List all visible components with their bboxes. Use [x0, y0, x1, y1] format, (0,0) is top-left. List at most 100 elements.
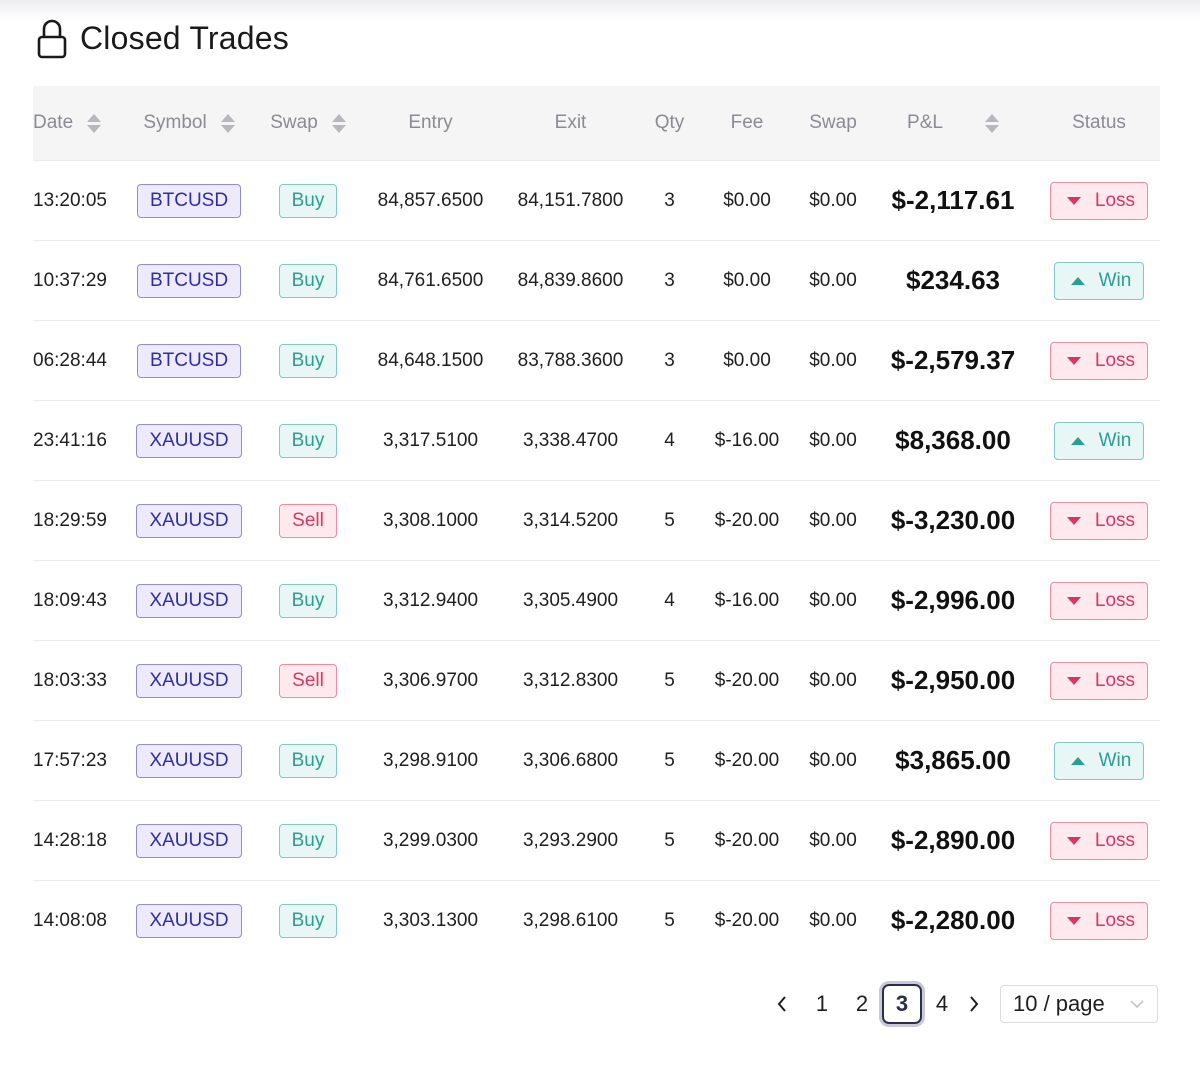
table-row[interactable]: 06:28:44 BTCUSD Buy 84,648.1500 83,788.3600 3…	[33, 320, 1160, 401]
prev-page-button[interactable]	[770, 982, 794, 1026]
status-badge: Win	[1053, 421, 1145, 460]
cell-symbol: XAUUSD	[125, 640, 253, 721]
page-1-button[interactable]: 1	[815, 991, 829, 1016]
pnl-value: $-2,579.37	[890, 345, 1016, 375]
cell-pnl: $-2,996.00	[868, 560, 1038, 641]
chevron-left-icon	[777, 996, 786, 1012]
pnl-value: $-2,996.00	[890, 585, 1016, 615]
cell-pnl: $-2,280.00	[868, 880, 1038, 958]
cell-date: 18:03:33	[33, 640, 125, 721]
column-header-pnl[interactable]: P&L	[868, 86, 1038, 161]
page-size-value: 10 / page	[1013, 991, 1105, 1016]
cell-swap: $0.00	[798, 160, 868, 241]
table-row[interactable]: 18:09:43 XAUUSD Buy 3,312.9400 3,305.4900 4 $-…	[33, 560, 1160, 641]
cell-symbol: XAUUSD	[125, 400, 253, 481]
page-3-button[interactable]: 3	[882, 984, 922, 1024]
column-header-symbol[interactable]: Symbol	[125, 86, 253, 161]
cell-swap: $0.00	[798, 880, 868, 958]
cell-qty: 5	[643, 720, 696, 801]
caret-down-icon	[1066, 836, 1081, 845]
side-tag: Buy	[278, 823, 338, 858]
status-label: Win	[1098, 749, 1132, 771]
sort-icon[interactable]	[984, 113, 999, 133]
cell-symbol: BTCUSD	[125, 320, 253, 401]
cell-date: 10:37:29	[33, 240, 125, 321]
cell-swap: $0.00	[798, 320, 868, 401]
cell-status: Win	[1038, 240, 1160, 321]
status-label: Loss	[1094, 909, 1136, 931]
next-page-button[interactable]	[962, 982, 986, 1026]
cell-swap: $0.00	[798, 400, 868, 481]
cell-pnl: $-2,579.37	[868, 320, 1038, 401]
cell-qty: 3	[643, 320, 696, 401]
cell-entry: 3,306.9700	[363, 640, 498, 721]
page-size-select[interactable]: 10 / page	[1000, 985, 1158, 1023]
cell-entry: 3,317.5100	[363, 400, 498, 481]
cell-exit: 83,788.3600	[498, 320, 643, 401]
cell-date: 18:29:59	[33, 480, 125, 561]
sort-icon[interactable]	[87, 113, 102, 133]
table-row[interactable]: 18:29:59 XAUUSD Sell 3,308.1000 3,314.5200 5 $…	[33, 480, 1160, 561]
column-header-swap: Swap	[798, 86, 868, 161]
pnl-value: $-3,230.00	[890, 505, 1016, 535]
page-2-button[interactable]: 2	[855, 991, 869, 1016]
cell-exit: 3,314.5200	[498, 480, 643, 561]
cell-date: 18:09:43	[33, 560, 125, 641]
caret-down-icon	[1066, 676, 1081, 685]
trades-table-container[interactable]: Date Symbol Swap Entry Exit Qty Fee Swap	[33, 86, 1160, 958]
table-row[interactable]: 23:41:16 XAUUSD Buy 3,317.5100 3,338.4700 4 $-…	[33, 400, 1160, 481]
cell-side: Buy	[253, 880, 363, 958]
column-header-qty: Qty	[643, 86, 696, 161]
table-row[interactable]: 17:57:23 XAUUSD Buy 3,298.9100 3,306.6800 5 $-…	[33, 720, 1160, 801]
status-label: Loss	[1094, 589, 1136, 611]
top-shadow	[0, 0, 1200, 22]
status-label: Loss	[1094, 189, 1136, 211]
table-row[interactable]: 14:28:18 XAUUSD Buy 3,299.0300 3,293.2900 5 $-…	[33, 800, 1160, 881]
page-4-button[interactable]: 4	[935, 991, 949, 1016]
cell-status: Loss	[1038, 320, 1160, 401]
cell-fee: $0.00	[696, 240, 798, 321]
cell-entry: 84,761.6500	[363, 240, 498, 321]
cell-date: 23:41:16	[33, 400, 125, 481]
table-row[interactable]: 10:37:29 BTCUSD Buy 84,761.6500 84,839.8600 3…	[33, 240, 1160, 321]
cell-date: 06:28:44	[33, 320, 125, 401]
cell-date: 13:20:05	[33, 160, 125, 241]
sort-icon[interactable]	[220, 113, 235, 133]
cell-qty: 5	[643, 480, 696, 561]
table-row[interactable]: 18:03:33 XAUUSD Sell 3,306.9700 3,312.8300 5 $…	[33, 640, 1160, 721]
cell-qty: 3	[643, 160, 696, 241]
caret-up-icon	[1070, 436, 1085, 445]
cell-pnl: $234.63	[868, 240, 1038, 321]
side-tag: Sell	[279, 663, 337, 698]
cell-symbol: XAUUSD	[125, 720, 253, 801]
cell-fee: $0.00	[696, 160, 798, 241]
pnl-value: $8,368.00	[895, 425, 1011, 455]
cell-side: Sell	[253, 640, 363, 721]
column-header-date[interactable]: Date	[33, 86, 125, 161]
cell-status: Loss	[1038, 560, 1160, 641]
cell-qty: 3	[643, 240, 696, 321]
sort-icon[interactable]	[331, 113, 346, 133]
cell-status: Loss	[1038, 800, 1160, 881]
symbol-tag: XAUUSD	[136, 663, 242, 698]
cell-date: 14:28:18	[33, 800, 125, 881]
side-tag: Sell	[279, 503, 337, 538]
cell-swap: $0.00	[798, 240, 868, 321]
symbol-tag: BTCUSD	[136, 343, 242, 378]
pnl-value: $3,865.00	[895, 745, 1011, 775]
status-badge: Loss	[1049, 821, 1149, 860]
cell-swap: $0.00	[798, 640, 868, 721]
cell-fee: $-16.00	[696, 560, 798, 641]
table-row[interactable]: 14:08:08 XAUUSD Buy 3,303.1300 3,298.6100 5 $-…	[33, 880, 1160, 958]
status-badge: Loss	[1049, 901, 1149, 940]
cell-pnl: $-2,950.00	[868, 640, 1038, 721]
cell-fee: $-20.00	[696, 640, 798, 721]
trades-table: Date Symbol Swap Entry Exit Qty Fee Swap	[33, 86, 1160, 958]
table-body: 13:20:05 BTCUSD Buy 84,857.6500 84,151.7800 3…	[33, 160, 1160, 958]
symbol-tag: XAUUSD	[136, 583, 242, 618]
symbol-tag: BTCUSD	[136, 263, 242, 298]
cell-status: Loss	[1038, 880, 1160, 958]
pnl-value: $-2,950.00	[890, 665, 1016, 695]
column-header-side[interactable]: Swap	[253, 86, 363, 161]
table-row[interactable]: 13:20:05 BTCUSD Buy 84,857.6500 84,151.7800 3…	[33, 160, 1160, 241]
